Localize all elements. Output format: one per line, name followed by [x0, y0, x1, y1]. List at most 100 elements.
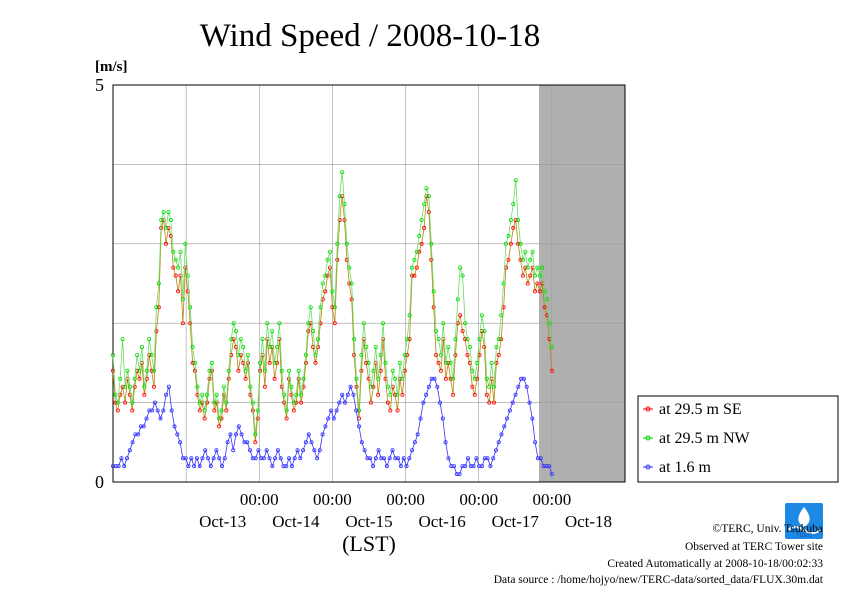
data-point — [309, 440, 314, 445]
data-point — [393, 376, 398, 381]
data-point — [424, 186, 429, 191]
data-point — [291, 408, 296, 413]
data-point — [533, 273, 538, 278]
data-point — [352, 352, 357, 357]
data-point — [125, 456, 130, 461]
data-point — [303, 360, 308, 365]
data-point — [373, 344, 378, 349]
data-point — [142, 384, 147, 389]
data-point — [530, 416, 535, 421]
data-point — [506, 257, 511, 262]
data-point — [547, 464, 552, 469]
data-point — [373, 456, 378, 461]
data-point — [325, 273, 330, 278]
data-point — [422, 225, 427, 230]
data-point — [256, 448, 261, 453]
data-point — [513, 217, 518, 222]
data-point — [467, 344, 472, 349]
series-3 — [111, 376, 554, 477]
data-point — [351, 392, 356, 397]
data-point — [325, 257, 330, 262]
data-point — [525, 281, 530, 286]
legend-marker-se — [645, 406, 651, 412]
data-point — [282, 392, 287, 397]
data-point — [176, 265, 181, 270]
data-point — [388, 408, 393, 413]
data-point — [347, 281, 352, 286]
data-point — [482, 329, 487, 334]
data-point — [289, 384, 294, 389]
data-point — [151, 368, 156, 373]
data-point — [168, 217, 173, 222]
data-point — [258, 360, 263, 365]
data-point — [273, 456, 278, 461]
data-point — [450, 376, 455, 381]
data-point — [523, 265, 528, 270]
data-point — [192, 360, 197, 365]
data-point — [272, 360, 277, 365]
data-point — [178, 249, 183, 254]
data-point — [484, 392, 489, 397]
legend-marker-1-6m — [645, 464, 651, 470]
y-tick-label-max: 5 — [95, 75, 104, 95]
data-point — [202, 408, 207, 413]
data-point — [264, 448, 269, 453]
data-point — [224, 400, 229, 405]
data-point — [320, 281, 325, 286]
data-point — [368, 400, 373, 405]
data-point — [422, 202, 427, 207]
data-point — [323, 289, 328, 294]
data-point — [431, 305, 436, 310]
data-point — [549, 344, 554, 349]
data-point — [296, 368, 301, 373]
data-point — [479, 313, 484, 318]
data-point — [185, 273, 190, 278]
data-point — [267, 360, 272, 365]
data-point — [292, 456, 297, 461]
data-point — [528, 257, 533, 262]
x-date-label: Oct-16 — [419, 512, 466, 531]
data-point — [342, 400, 347, 405]
data-point — [250, 400, 255, 405]
data-point — [494, 360, 499, 365]
data-point — [236, 424, 241, 429]
series-layer — [111, 170, 554, 477]
data-point — [136, 432, 141, 437]
data-point — [231, 321, 236, 326]
data-point — [327, 249, 332, 254]
data-point — [241, 344, 246, 349]
data-point — [502, 424, 507, 429]
data-point — [513, 178, 518, 183]
data-point — [207, 368, 212, 373]
data-point — [448, 376, 453, 381]
data-point — [233, 432, 238, 437]
data-point — [238, 337, 243, 342]
data-point — [412, 257, 417, 262]
data-point — [489, 360, 494, 365]
data-point — [477, 464, 482, 469]
data-point — [190, 344, 195, 349]
data-point — [151, 384, 156, 389]
data-point — [205, 456, 210, 461]
data-point — [217, 456, 222, 461]
data-point — [303, 352, 308, 357]
legend: at 29.5 m SE at 29.5 m NW at 1.6 m — [637, 395, 839, 483]
data-point — [318, 305, 323, 310]
data-point — [475, 376, 480, 381]
data-point — [393, 392, 398, 397]
data-point — [320, 432, 325, 437]
data-point — [410, 448, 415, 453]
data-point — [549, 472, 554, 477]
data-point — [279, 368, 284, 373]
data-point — [192, 464, 197, 469]
data-point — [260, 337, 265, 342]
x-time-label: 00:00 — [313, 490, 352, 509]
data-point — [542, 305, 547, 310]
data-point — [371, 384, 376, 389]
data-point — [197, 408, 202, 413]
data-point — [294, 400, 299, 405]
data-point — [119, 456, 124, 461]
data-point — [342, 202, 347, 207]
data-point — [197, 464, 202, 469]
